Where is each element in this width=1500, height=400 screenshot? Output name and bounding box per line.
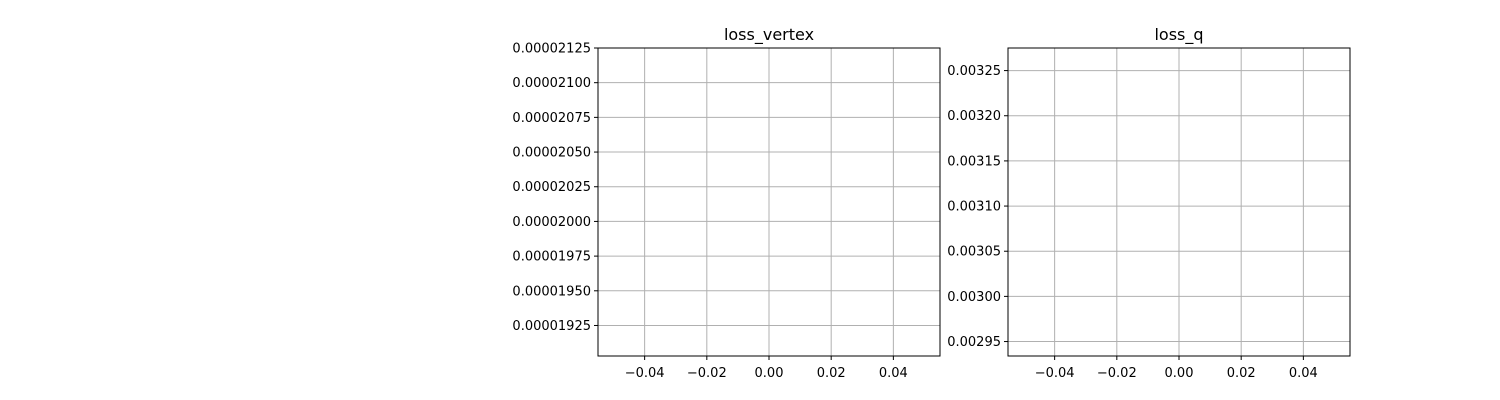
y-tick-label: 0.00305 [947, 245, 1001, 260]
y-tick-label: 0.00001975 [512, 250, 591, 265]
x-tick-label: −0.04 [1035, 366, 1075, 381]
tick-marks [1004, 70, 1304, 360]
x-tick-label: 0.04 [879, 366, 908, 381]
y-tick-label: 0.00002000 [512, 215, 591, 230]
y-tick-label: 0.00295 [947, 335, 1001, 350]
y-tick-label: 0.00002100 [512, 76, 591, 91]
subplot-title: loss_q [1154, 25, 1203, 45]
y-tick-label: 0.00315 [947, 154, 1001, 169]
y-tick-label: 0.00001925 [512, 319, 591, 334]
y-tick-label: 0.00002050 [512, 146, 591, 161]
grid-lines [1008, 48, 1350, 356]
subplot-title: loss_vertex [724, 25, 814, 45]
x-tick-label: −0.04 [625, 366, 665, 381]
y-tick-label: 0.00002025 [512, 180, 591, 195]
x-tick-label: 0.04 [1289, 366, 1318, 381]
y-tick-label: 0.00325 [947, 64, 1001, 79]
x-tick-label: −0.02 [1097, 366, 1137, 381]
x-tick-label: 0.02 [1227, 366, 1256, 381]
x-tick-label: 0.02 [817, 366, 846, 381]
subplot-loss-q: loss_q −0.04 −0.02 0.00 0.02 0.04 0.00295 0.00… [947, 25, 1351, 381]
y-tick-label: 0.00002125 [512, 42, 591, 57]
y-tick-label: 0.00001950 [512, 284, 591, 299]
tick-marks [594, 47, 894, 360]
subplot-loss-vertex: loss_vertex −0.04 −0.02 0.00 0.02 0.04 0.0000… [512, 25, 941, 381]
x-tick-label: 0.00 [755, 366, 784, 381]
y-tick-label: 0.00320 [947, 109, 1001, 124]
y-tick-label: 0.00310 [947, 200, 1001, 215]
x-tick-label: −0.02 [687, 366, 727, 381]
y-tick-label: 0.00300 [947, 290, 1001, 305]
x-tick-label: 0.00 [1165, 366, 1194, 381]
y-tick-label: 0.00002075 [512, 111, 591, 126]
